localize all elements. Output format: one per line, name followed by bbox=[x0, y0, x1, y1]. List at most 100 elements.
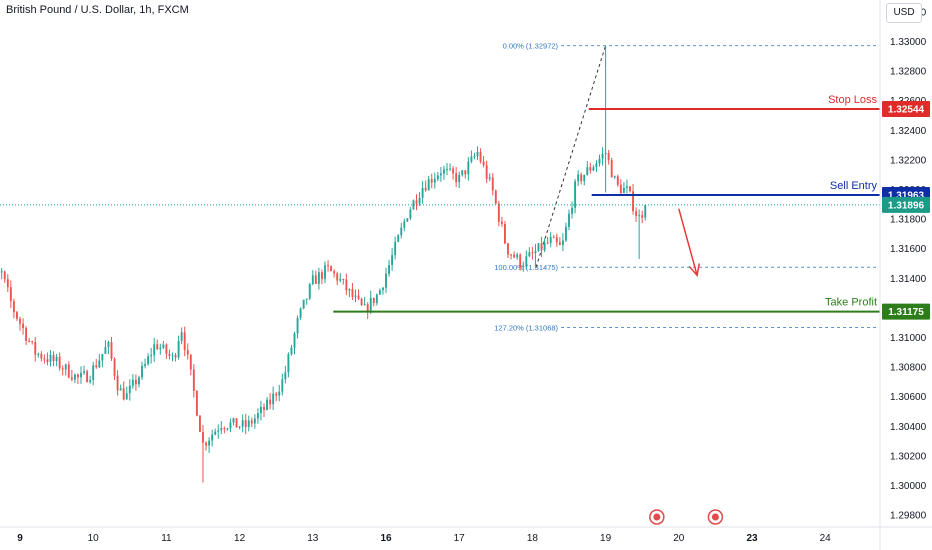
candle-body bbox=[583, 174, 586, 182]
candle-body bbox=[28, 340, 31, 342]
candle-body bbox=[122, 388, 125, 400]
candle-body bbox=[452, 168, 455, 174]
candle-body bbox=[58, 356, 61, 369]
candle-body bbox=[610, 159, 613, 178]
candle-body bbox=[22, 323, 24, 329]
candle-body bbox=[461, 170, 464, 175]
candle-body bbox=[391, 255, 394, 266]
date-tick-label: 10 bbox=[88, 533, 100, 544]
candles bbox=[0, 45, 647, 483]
candle-body bbox=[324, 265, 326, 279]
candle-body bbox=[446, 168, 448, 170]
candle-body bbox=[61, 368, 64, 370]
candle-body bbox=[241, 420, 244, 427]
candle-body bbox=[98, 360, 101, 368]
candle-body bbox=[302, 299, 305, 309]
candle-body bbox=[394, 241, 397, 256]
fib-level-label: 0.00% (1.32972) bbox=[503, 42, 559, 51]
price-tick-label: 1.31000 bbox=[890, 333, 927, 344]
fib-trend-line bbox=[535, 45, 607, 268]
sell-entry-price-text: 1.31963 bbox=[888, 190, 925, 201]
candle-body bbox=[134, 379, 137, 385]
stop-loss-price-text: 1.32544 bbox=[888, 104, 925, 115]
candle-body bbox=[89, 380, 92, 383]
event-markers bbox=[649, 509, 724, 525]
candle-body bbox=[363, 304, 366, 306]
candle-body bbox=[436, 175, 439, 180]
event-marker-dot bbox=[653, 513, 661, 521]
candle-body bbox=[327, 265, 329, 267]
candle-body bbox=[421, 187, 424, 198]
candle-body bbox=[19, 318, 21, 324]
candle-body bbox=[626, 186, 628, 188]
candle-body bbox=[101, 353, 104, 361]
candle-body bbox=[366, 304, 369, 313]
candle-body bbox=[458, 174, 461, 183]
candle-body bbox=[299, 308, 302, 318]
candle-body bbox=[604, 152, 607, 154]
candle-body bbox=[183, 332, 186, 351]
candle-body bbox=[113, 358, 116, 376]
candle-body bbox=[491, 177, 494, 191]
candle-body bbox=[439, 173, 442, 176]
candle-body bbox=[632, 191, 634, 212]
candle-body bbox=[305, 298, 308, 300]
candle-body bbox=[412, 200, 415, 210]
candle-body bbox=[382, 287, 384, 291]
candle-body bbox=[34, 341, 37, 355]
candle-body bbox=[470, 156, 473, 162]
candle-body bbox=[406, 218, 409, 222]
price-tick-label: 1.30400 bbox=[890, 422, 927, 433]
candle-body bbox=[195, 390, 198, 416]
price-tick-label: 1.31600 bbox=[890, 244, 927, 255]
candle-body bbox=[159, 347, 162, 350]
candle-body bbox=[284, 372, 287, 380]
candle-body bbox=[150, 355, 153, 357]
candle-body bbox=[247, 420, 250, 428]
price-tick-label: 1.30200 bbox=[890, 451, 927, 462]
candle-body bbox=[226, 428, 229, 430]
candle-body bbox=[269, 399, 272, 405]
date-tick-label: 9 bbox=[17, 533, 23, 544]
candle-body bbox=[77, 374, 79, 378]
candle-body bbox=[275, 393, 278, 396]
candle-body bbox=[31, 341, 34, 343]
candle-body bbox=[644, 204, 647, 218]
candle-body bbox=[189, 354, 192, 370]
candle-body bbox=[202, 432, 204, 443]
currency-button[interactable]: USD bbox=[886, 3, 922, 23]
candle-body bbox=[488, 177, 491, 179]
take-profit-price-badge bbox=[882, 303, 930, 320]
price-tick-label: 1.33000 bbox=[890, 37, 927, 48]
candle-body bbox=[415, 200, 418, 204]
candle-body bbox=[473, 156, 476, 158]
candle-body bbox=[345, 279, 348, 291]
candle-body bbox=[263, 407, 265, 410]
candle-body bbox=[46, 359, 49, 362]
candle-body bbox=[104, 347, 107, 354]
candle-body bbox=[119, 388, 122, 391]
date-tick-label: 13 bbox=[307, 533, 319, 544]
candle-body bbox=[531, 252, 534, 254]
candle-body bbox=[522, 266, 525, 268]
candle-body bbox=[12, 301, 15, 313]
candle-body bbox=[595, 163, 598, 168]
date-tick-label: 19 bbox=[600, 533, 612, 544]
candle-body bbox=[256, 413, 259, 419]
candle-body bbox=[622, 187, 625, 194]
candle-body bbox=[171, 355, 174, 357]
candle-body bbox=[601, 153, 604, 159]
candle-body bbox=[385, 273, 387, 288]
price-tick-label: 1.32800 bbox=[890, 67, 927, 78]
candle-body bbox=[49, 354, 52, 362]
candle-body bbox=[500, 221, 503, 224]
candle-body bbox=[174, 355, 177, 358]
candle-body bbox=[516, 254, 519, 258]
candle-body bbox=[156, 344, 159, 350]
fib-level-label: 127.20% (1.31068) bbox=[494, 323, 558, 332]
candle-body bbox=[565, 226, 567, 241]
price-axis: 1.332001.330001.328001.326001.324001.322… bbox=[879, 0, 930, 550]
candle-body bbox=[574, 181, 577, 208]
candle-body bbox=[504, 223, 506, 244]
